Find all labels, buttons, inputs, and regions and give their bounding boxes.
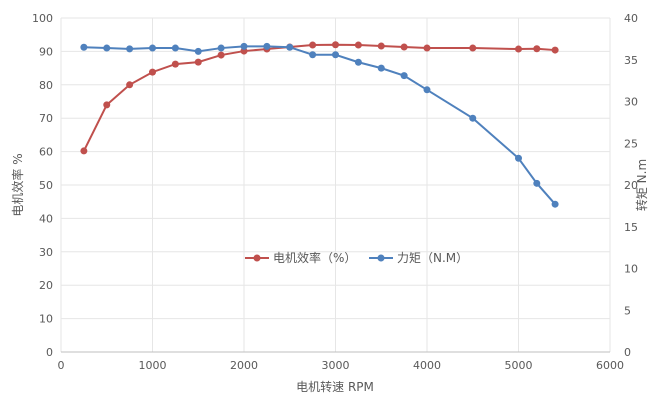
y-tick-label: 40 — [39, 212, 53, 225]
data-point-0 — [103, 101, 111, 109]
x-tick-label: 3000 — [322, 359, 350, 372]
series-layer — [80, 41, 559, 208]
y-tick-label: 20 — [39, 279, 53, 292]
y-tick-label: 30 — [39, 246, 53, 259]
data-point-1 — [332, 51, 339, 59]
x-tick-label: 2000 — [230, 359, 258, 372]
data-point-0 — [423, 44, 431, 52]
legend: 电机效率（%） 力矩（N.M） — [245, 250, 468, 265]
data-point-0 — [551, 46, 559, 54]
data-point-1 — [171, 44, 179, 52]
y2-tick-label: 20 — [624, 179, 638, 192]
series-line-1 — [83, 45, 556, 205]
x-tick-label: 5000 — [505, 359, 533, 372]
y2-tick-label: 10 — [624, 263, 638, 276]
x-tick-label: 1000 — [139, 359, 167, 372]
data-point-1 — [400, 72, 408, 80]
y-tick-label: 100 — [32, 12, 53, 25]
y2-tick-label: 30 — [624, 96, 638, 109]
data-point-1 — [423, 86, 431, 94]
data-point-0 — [217, 51, 225, 59]
y-tick-label: 90 — [39, 45, 53, 58]
legend-label-torque: 力矩（N.M） — [397, 251, 468, 265]
y-axis-title: 电机效率 % — [10, 153, 25, 216]
data-point-0 — [469, 44, 477, 52]
data-point-0 — [309, 41, 317, 49]
data-point-0 — [126, 81, 134, 89]
data-point-1 — [240, 42, 248, 50]
data-point-1 — [194, 47, 202, 55]
data-point-1 — [533, 179, 541, 187]
data-point-1 — [469, 114, 477, 122]
y2-tick-label: 0 — [624, 346, 631, 359]
data-point-1 — [263, 42, 271, 50]
data-point-1 — [103, 44, 111, 52]
data-point-1 — [551, 200, 559, 208]
legend-label-efficiency: 电机效率（%） — [273, 250, 356, 265]
y2-tick-label: 25 — [624, 137, 638, 150]
data-point-1 — [309, 51, 317, 59]
y2-tick-label: 40 — [624, 12, 638, 25]
y-tick-label: 0 — [46, 346, 53, 359]
data-point-1 — [217, 44, 225, 52]
y2-tick-label: 35 — [624, 54, 638, 67]
data-point-0 — [149, 68, 156, 76]
data-point-0 — [354, 41, 362, 49]
data-point-0 — [194, 58, 202, 66]
y-tick-label: 60 — [39, 146, 53, 159]
data-point-0 — [332, 41, 339, 49]
y-tick-label: 10 — [39, 313, 53, 326]
data-point-0 — [400, 43, 408, 51]
data-point-0 — [377, 42, 385, 50]
y2-axis-title: 转矩 N.m — [634, 159, 649, 211]
data-point-1 — [286, 43, 294, 51]
data-point-0 — [80, 147, 88, 155]
data-point-0 — [515, 45, 522, 53]
legend-marker-torque — [377, 254, 385, 262]
y-tick-label: 70 — [39, 112, 53, 125]
data-point-0 — [533, 45, 541, 53]
data-point-1 — [149, 44, 156, 52]
data-point-0 — [171, 60, 179, 68]
y-tick-label: 50 — [39, 179, 53, 192]
grid — [60, 17, 611, 353]
x-tick-label: 6000 — [596, 359, 624, 372]
data-point-1 — [80, 43, 88, 51]
y2-tick-label: 5 — [624, 304, 631, 317]
data-point-1 — [377, 64, 385, 72]
y2-tick-label: 15 — [624, 221, 638, 234]
data-point-1 — [126, 45, 134, 53]
x-axis-title: 电机转速 RPM — [296, 379, 374, 394]
x-tick-label: 4000 — [413, 359, 441, 372]
data-point-1 — [515, 154, 522, 162]
series-line-0 — [82, 43, 556, 152]
y-tick-label: 80 — [39, 79, 53, 92]
x-tick-label: 0 — [58, 359, 65, 372]
data-point-1 — [354, 58, 362, 66]
legend-marker-efficiency — [253, 254, 261, 262]
